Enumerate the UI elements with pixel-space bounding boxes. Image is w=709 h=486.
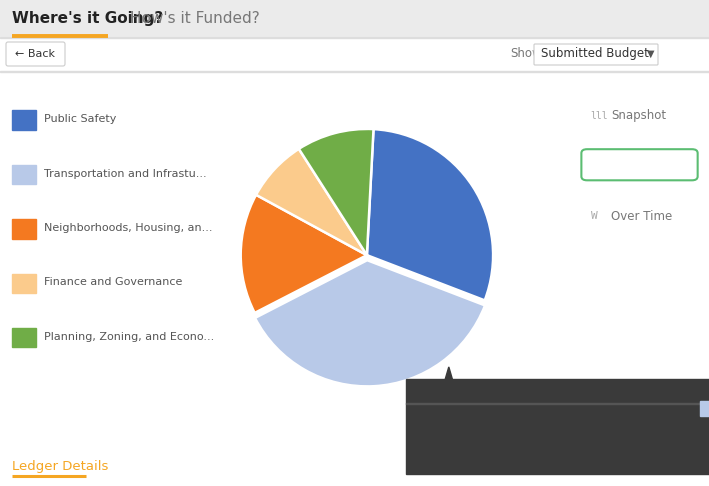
Text: Ledger Details: Ledger Details [12,459,108,472]
Text: ◔: ◔ [593,158,603,171]
Text: Planning, Zoning, and Econo...: Planning, Zoning, and Econo... [44,332,214,342]
Text: Where's it Going?: Where's it Going? [12,12,163,27]
Wedge shape [240,195,367,313]
Text: How's it Funded?: How's it Funded? [130,12,259,27]
FancyBboxPatch shape [534,44,658,65]
Text: ▼: ▼ [647,49,654,59]
Text: Transportation and Infrastu...: Transportation and Infrastu... [44,169,206,178]
Text: Submitted Budget: Submitted Budget [585,416,698,426]
Wedge shape [367,129,493,300]
Wedge shape [256,149,367,255]
Text: Show:: Show: [510,48,545,60]
Text: W: W [591,211,598,221]
Bar [0,0,709,37]
Text: lll: lll [590,111,608,121]
Text: Public Safety: Public Safety [44,114,116,124]
Text: Finance and Governance: Finance and Governance [44,278,182,287]
Text: Pie Chart: Pie Chart [611,158,665,171]
Text: Transportation and Infrastructure: Transportation and Infrastructure [415,391,596,401]
Text: $634.62 Million: $634.62 Million [415,416,547,431]
Text: Submitted Budget: Submitted Budget [541,48,649,60]
Wedge shape [298,129,374,255]
Wedge shape [255,260,485,386]
Bar [0,37,709,38]
Text: 36.60% of FY 2021-22: 36.60% of FY 2021-22 [415,430,535,440]
Text: Submitted Budget: Submitted Budget [415,449,515,459]
Bar [0,71,709,72]
Text: Over Time: Over Time [611,210,672,223]
Text: ← Back: ← Back [15,49,55,59]
Bar [0,71,709,486]
Bar [0,37,709,71]
Text: Snapshot: Snapshot [611,109,666,122]
Text: Neighborhoods, Housing, an...: Neighborhoods, Housing, an... [44,223,213,233]
FancyBboxPatch shape [6,42,65,66]
